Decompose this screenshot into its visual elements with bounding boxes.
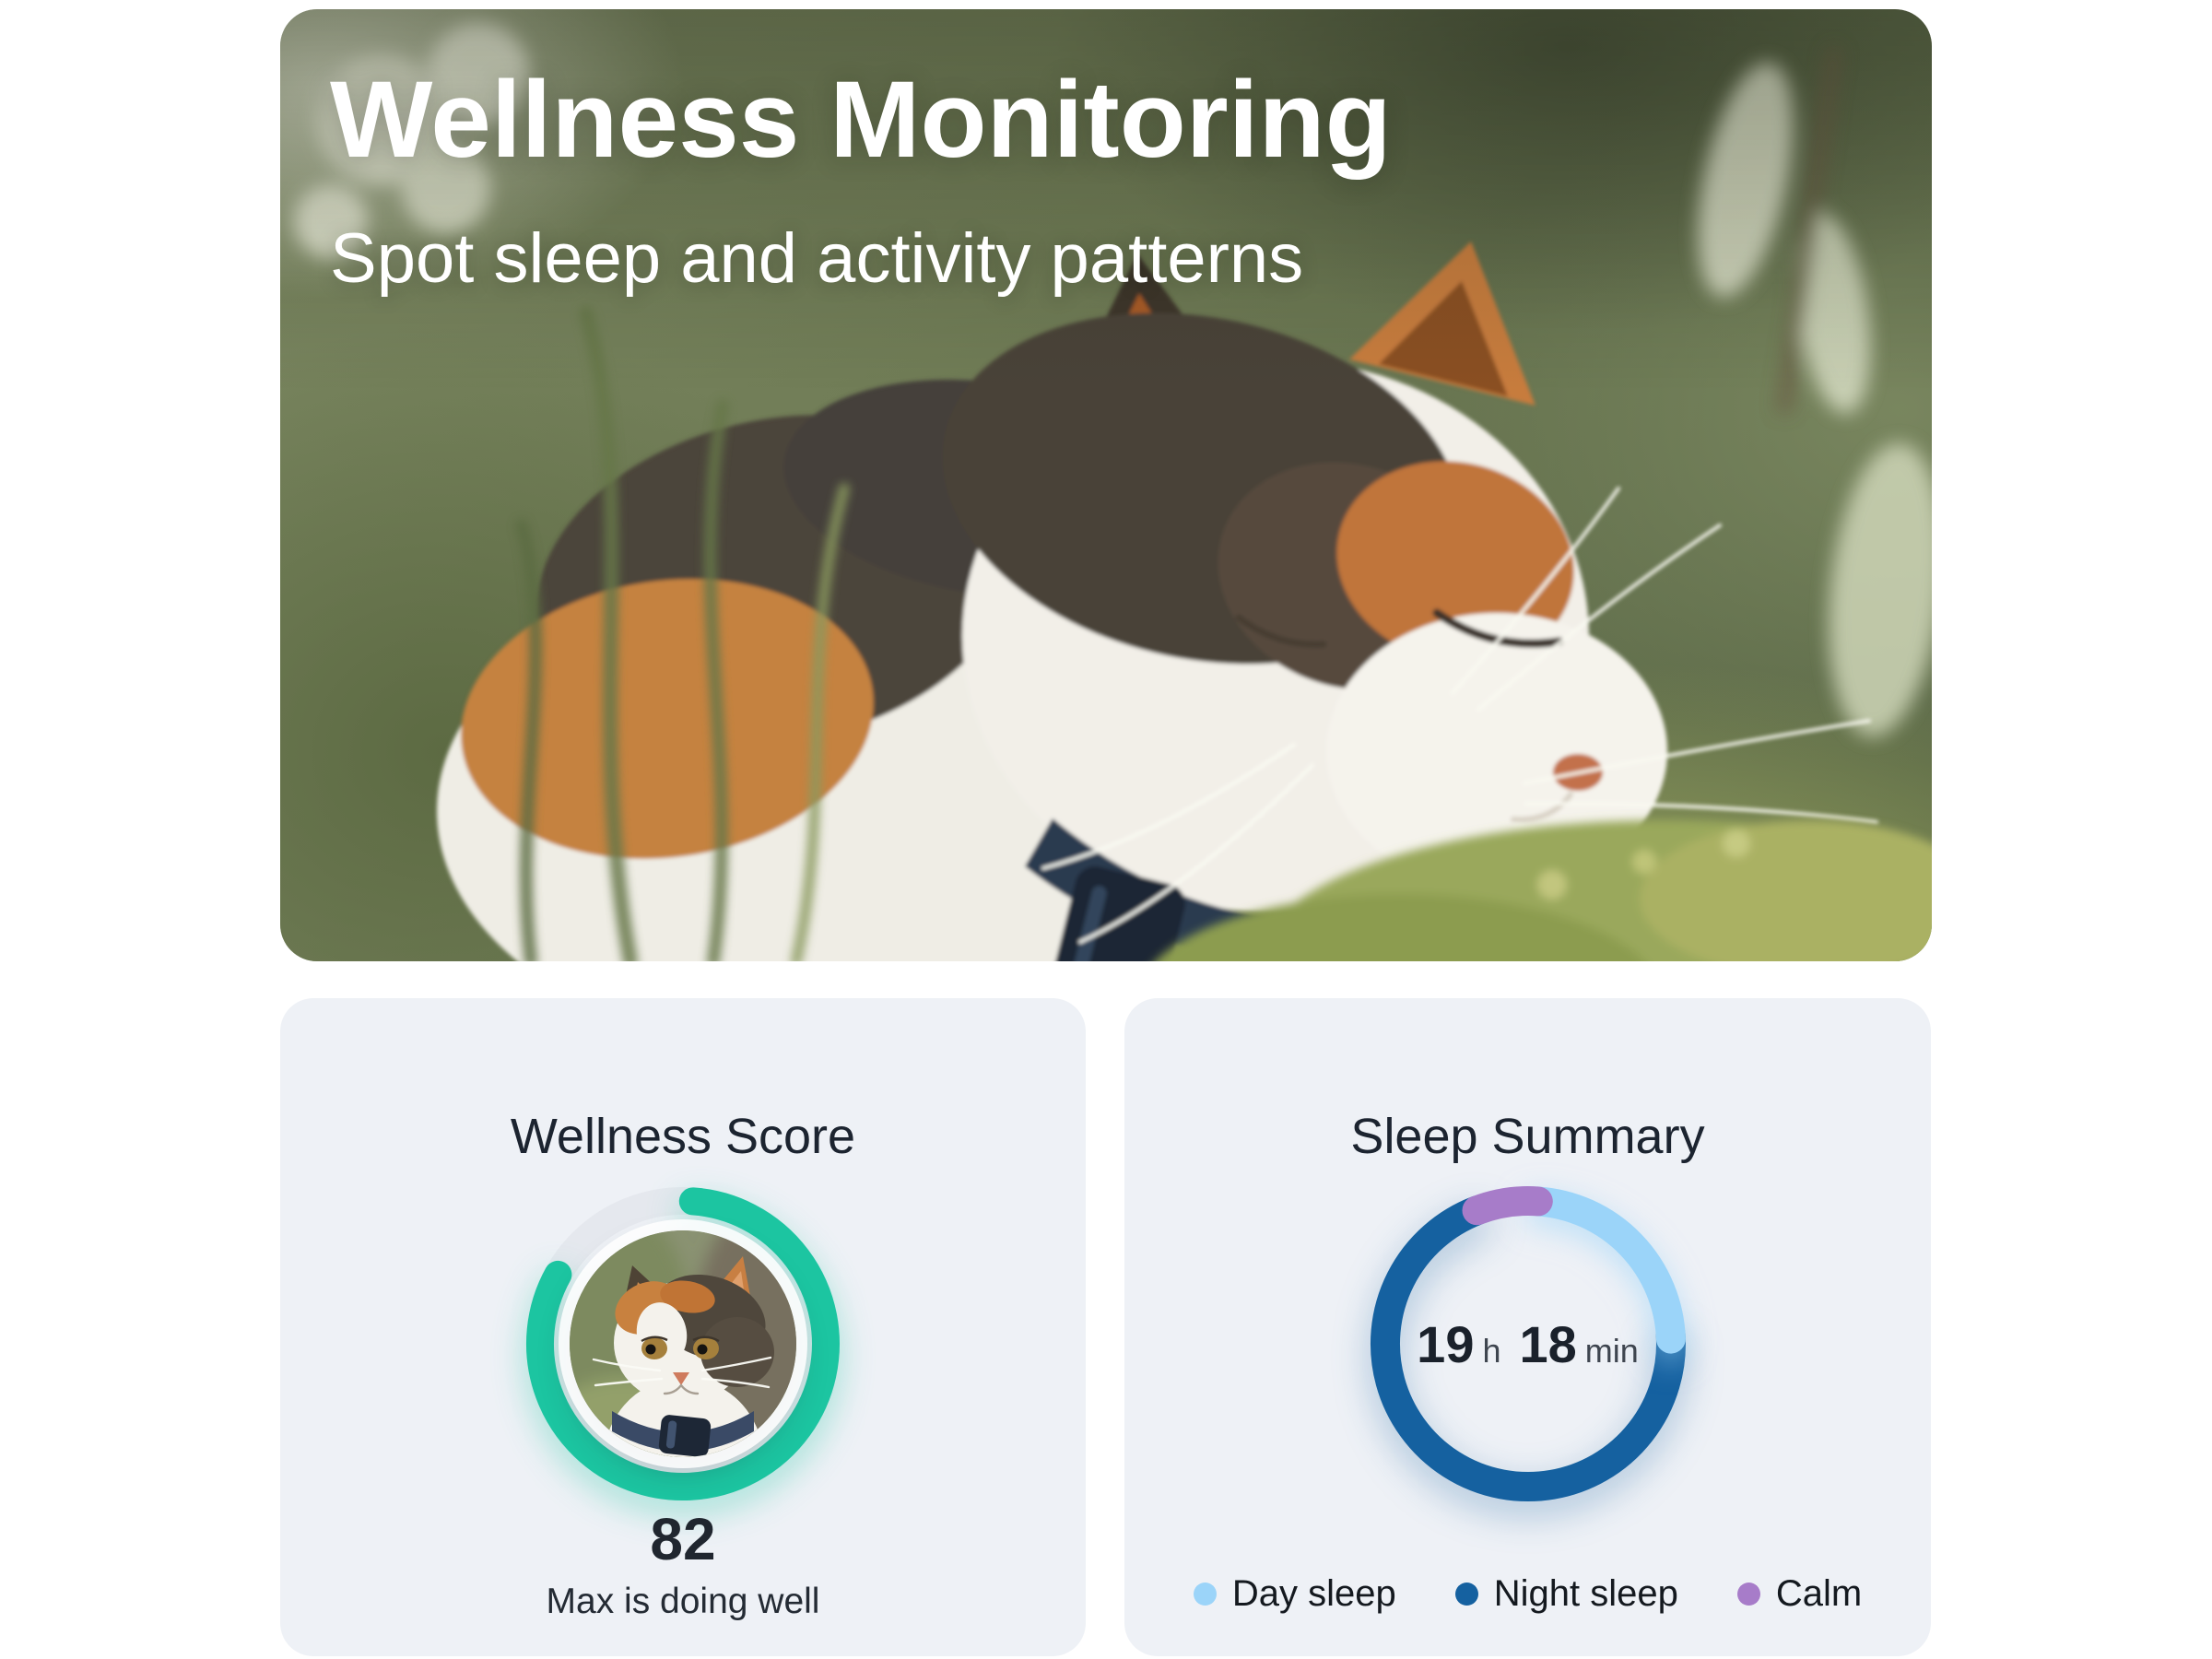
- moss-foreground: [1155, 820, 1932, 961]
- sleep-duration: 19 h 18 min: [1353, 1169, 1703, 1519]
- plant-blur-right: [1698, 46, 1932, 737]
- sleep-donut-ring: [1370, 1186, 1686, 1501]
- hero-text-block: Wellness Monitoring Spot sleep and activ…: [330, 57, 1392, 299]
- sleep-hours-value: 19: [1417, 1314, 1475, 1373]
- wellness-score-value: 82: [650, 1506, 716, 1572]
- wellness-progress-ring: [526, 1187, 840, 1501]
- sleep-hours-unit: h: [1482, 1331, 1501, 1370]
- sleep-summary-card[interactable]: Sleep Summary 19 h 18 min Day sleep Nigh…: [1124, 998, 1931, 1656]
- day-sleep-dot-icon: [1193, 1582, 1217, 1606]
- sleep-minutes-value: 18: [1519, 1314, 1577, 1373]
- legend-item-calm: Calm: [1736, 1571, 1863, 1616]
- hero-cat-photo: [294, 23, 1932, 961]
- day-sleep-label: Day sleep: [1231, 1573, 1396, 1614]
- sleep-minutes-unit: min: [1584, 1331, 1639, 1370]
- page-subtitle: Spot sleep and activity patterns: [330, 218, 1304, 298]
- wellness-score-title: Wellness Score: [510, 1109, 856, 1164]
- wellness-score-card[interactable]: Wellness Score: [280, 998, 1086, 1656]
- hero-cat: [437, 241, 1878, 961]
- page-title: Wellness Monitoring: [330, 59, 1392, 181]
- hero-banner: Wellness Monitoring Spot sleep and activ…: [280, 9, 1932, 961]
- sleep-summary-title: Sleep Summary: [1350, 1109, 1705, 1164]
- legend-item-night-sleep: Night sleep: [1454, 1571, 1678, 1616]
- pet-avatar-photo: [570, 1230, 796, 1457]
- wellness-ring-chart: [508, 1169, 858, 1519]
- night-sleep-label: Night sleep: [1493, 1573, 1678, 1614]
- sleep-legend: Day sleep Night sleep Calm: [1124, 1571, 1931, 1616]
- calm-label: Calm: [1775, 1573, 1863, 1614]
- sleep-donut-chart: 19 h 18 min: [1353, 1169, 1703, 1519]
- grass-foreground: [515, 306, 850, 961]
- wellness-status-text: Max is doing well: [546, 1582, 820, 1621]
- night-sleep-dot-icon: [1454, 1582, 1478, 1606]
- pet-avatar: [570, 1230, 796, 1457]
- flower-blur-topleft: [294, 23, 529, 258]
- calm-dot-icon: [1736, 1582, 1760, 1606]
- legend-item-day-sleep: Day sleep: [1193, 1571, 1396, 1616]
- hero-text-scrim: [280, 9, 1932, 961]
